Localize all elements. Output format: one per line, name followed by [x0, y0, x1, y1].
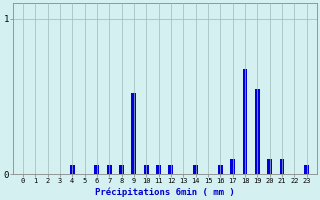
Bar [267, 159, 272, 174]
Bar [70, 165, 75, 174]
Bar [255, 89, 260, 174]
Bar [144, 165, 149, 174]
Bar [279, 159, 284, 174]
Bar [218, 165, 223, 174]
Bar [94, 165, 100, 174]
Bar [132, 93, 136, 174]
Bar [107, 165, 112, 174]
Bar [119, 165, 124, 174]
X-axis label: Précipitations 6min ( mm ): Précipitations 6min ( mm ) [95, 187, 235, 197]
Bar [243, 69, 247, 174]
Bar [168, 165, 173, 174]
Bar [193, 165, 198, 174]
Bar [304, 165, 309, 174]
Bar [156, 165, 161, 174]
Bar [230, 159, 235, 174]
